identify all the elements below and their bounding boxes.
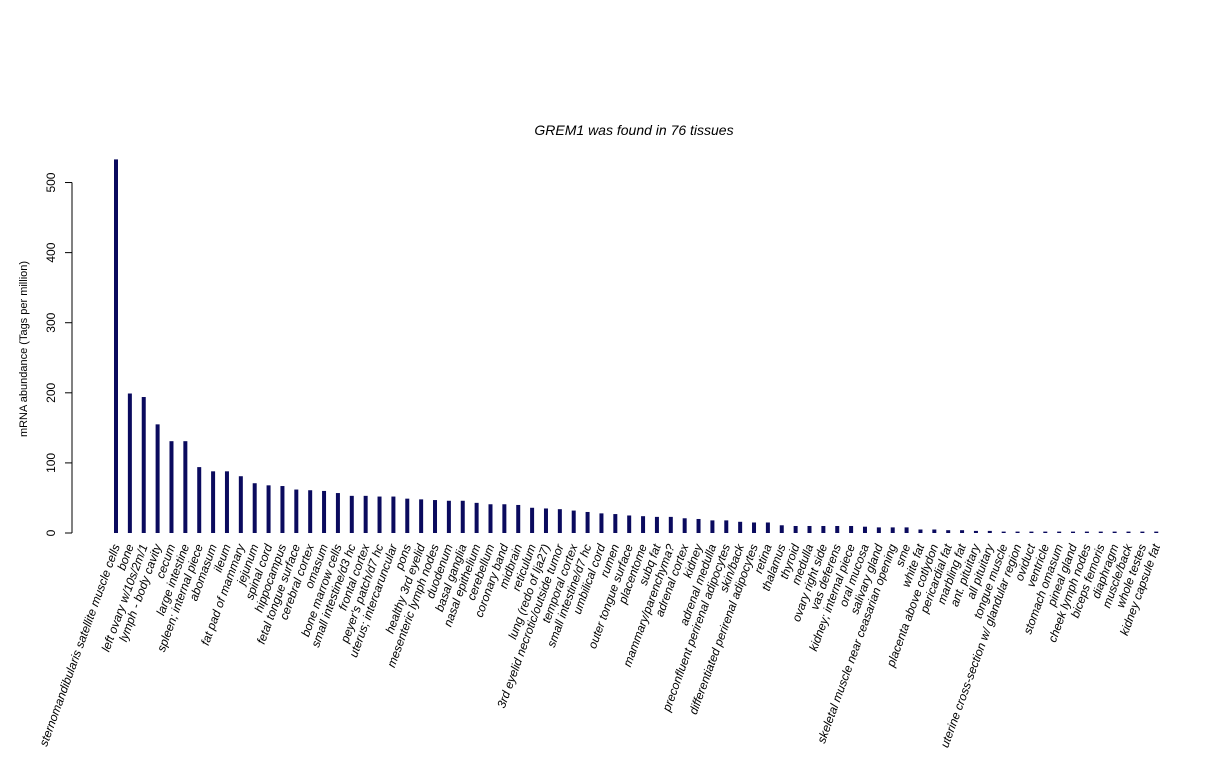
bar xyxy=(530,507,535,533)
bar xyxy=(155,424,160,533)
bar xyxy=(738,521,743,533)
x-axis-labels: sternomandibularis satellite muscle cell… xyxy=(36,541,1163,749)
bar xyxy=(793,525,798,533)
bar xyxy=(543,508,548,533)
bar xyxy=(252,483,257,533)
bar xyxy=(169,441,174,533)
bar xyxy=(322,490,327,533)
bar xyxy=(821,525,826,533)
bar xyxy=(308,490,313,533)
bar xyxy=(1154,531,1159,533)
bar xyxy=(1140,531,1145,533)
bar xyxy=(849,525,854,533)
bar xyxy=(1126,531,1131,533)
bar xyxy=(627,515,632,533)
y-axis: 0 100 200 300 400 500 xyxy=(44,172,73,536)
bar xyxy=(932,529,937,533)
y-tick-label: 200 xyxy=(44,382,58,402)
bars xyxy=(114,159,1159,533)
bar xyxy=(488,504,493,533)
bar xyxy=(460,500,465,533)
bar xyxy=(377,496,382,533)
bar xyxy=(835,525,840,533)
bar xyxy=(197,467,202,533)
y-tick-label: 500 xyxy=(44,172,58,192)
bar xyxy=(668,516,673,533)
bar xyxy=(696,518,701,533)
bar xyxy=(779,525,784,533)
bar xyxy=(987,530,992,533)
bar xyxy=(682,518,687,533)
bar xyxy=(183,441,188,533)
bar xyxy=(1029,531,1034,533)
y-axis-label: mRNA abundance (Tags per million) xyxy=(18,261,30,437)
bar xyxy=(280,486,285,533)
bar xyxy=(1084,531,1089,533)
bar xyxy=(557,509,562,533)
bar xyxy=(294,489,299,533)
bar xyxy=(211,471,216,533)
bar xyxy=(1015,531,1020,533)
bar xyxy=(516,504,521,533)
bar xyxy=(114,159,118,533)
bar xyxy=(1098,531,1103,533)
bar xyxy=(474,502,479,533)
bar xyxy=(1112,531,1117,533)
bar xyxy=(765,522,770,533)
bar xyxy=(1057,531,1062,533)
bar xyxy=(807,525,812,533)
bar xyxy=(752,522,757,533)
bar xyxy=(641,516,646,533)
bar xyxy=(876,527,881,533)
bar xyxy=(973,530,978,533)
bar xyxy=(349,495,354,533)
bar xyxy=(141,397,146,533)
bar xyxy=(946,530,951,533)
bar xyxy=(266,485,271,533)
bar xyxy=(571,510,576,533)
bar xyxy=(1001,531,1006,533)
bar xyxy=(862,526,867,533)
bar xyxy=(654,516,659,533)
bar xyxy=(224,471,229,533)
bar xyxy=(904,527,909,533)
y-tick-label: 400 xyxy=(44,242,58,262)
bar xyxy=(127,393,132,533)
bar xyxy=(363,495,368,533)
bar xyxy=(960,530,965,533)
y-tick-label: 100 xyxy=(44,453,58,473)
bar xyxy=(890,527,895,533)
bar xyxy=(585,511,590,533)
bar xyxy=(419,499,424,533)
bar xyxy=(1071,531,1076,533)
bar xyxy=(446,500,451,533)
bar xyxy=(1043,531,1048,533)
y-tick-label: 0 xyxy=(44,529,58,536)
bar xyxy=(502,504,507,533)
bar xyxy=(613,514,618,533)
bar xyxy=(405,498,410,533)
bar xyxy=(599,513,604,533)
bar xyxy=(391,496,396,533)
y-tick-label: 300 xyxy=(44,312,58,332)
bar xyxy=(335,493,340,533)
bar xyxy=(724,520,729,533)
bar xyxy=(433,500,438,533)
bar xyxy=(918,529,923,533)
bar xyxy=(710,520,715,533)
bar xyxy=(238,476,243,533)
chart-title: GREM1 was found in 76 tissues xyxy=(534,122,733,138)
